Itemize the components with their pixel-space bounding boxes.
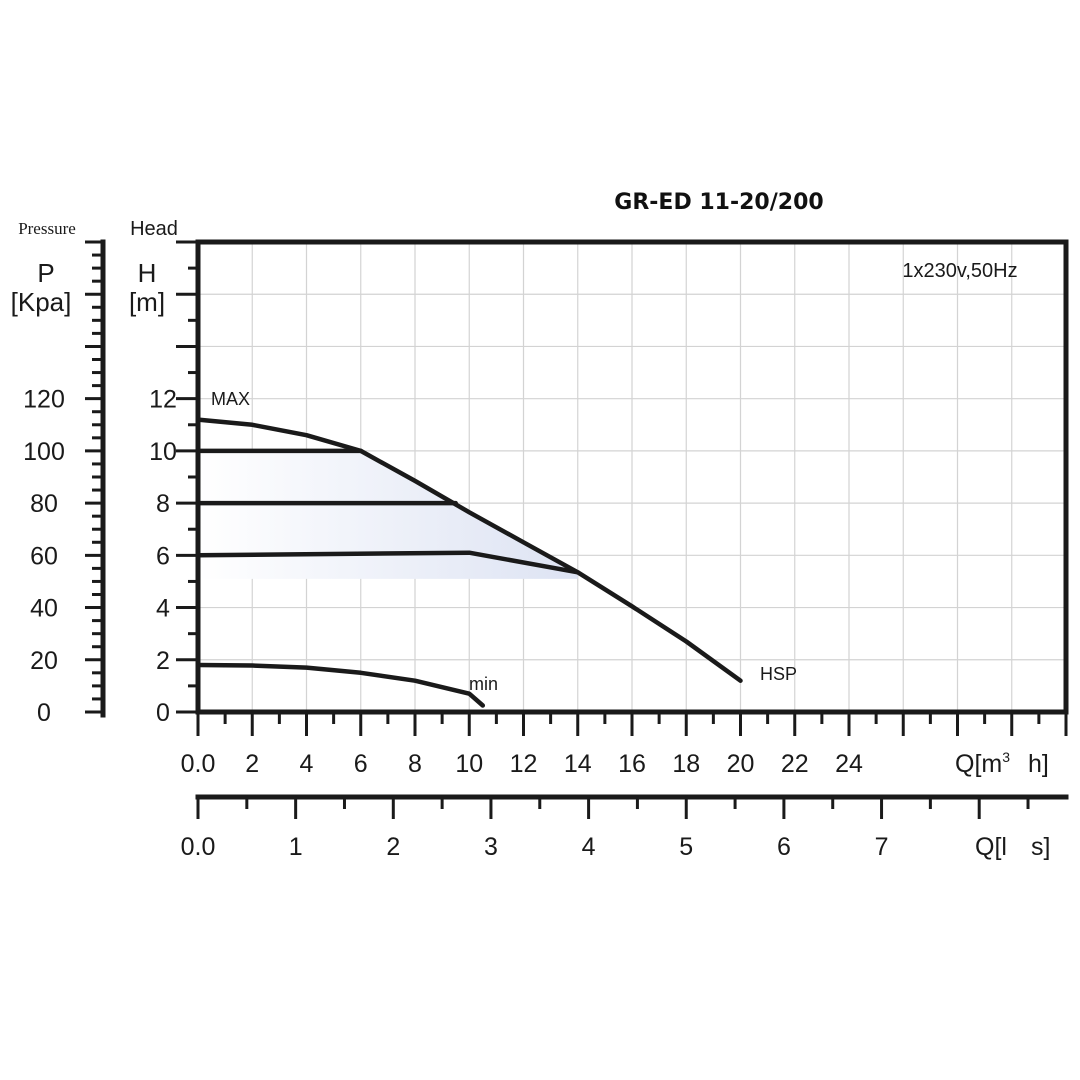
flow-m3h-tick-label: 18 [672, 750, 700, 778]
flow-ls-tick-label: 2 [386, 833, 400, 861]
head-tick-label: 0 [156, 699, 170, 727]
flow-m3h-tick-label: 8 [408, 750, 422, 778]
flow-ls-tick-label: 1 [289, 833, 303, 861]
head-caption: Head [130, 218, 178, 240]
flow-ls-tick-label: 4 [582, 833, 596, 861]
flow-ls-tick-label: 3 [484, 833, 498, 861]
flow-m3h-tick-label: 14 [564, 750, 592, 778]
flow-m3h-axis-label: Q[m3 h] [955, 749, 1049, 778]
pressure-unit: [Kpa] [11, 287, 72, 317]
min-curve [195, 662, 486, 708]
head-unit: [m] [129, 287, 165, 317]
flow-m3h-tick-label: 6 [354, 750, 368, 778]
flow-ls-tick-label: 6 [777, 833, 791, 861]
pressure-tick-label: 120 [23, 386, 65, 414]
pressure-tick-label: 80 [30, 490, 58, 518]
operating-region [198, 450, 578, 579]
pressure-tick-label: 0 [37, 699, 51, 727]
pressure-symbol: P [37, 258, 54, 288]
pressure-tick-label: 20 [30, 647, 58, 675]
flow-m3h-tick-label: 0.0 [181, 750, 216, 778]
pressure-caption: Pressure [18, 219, 76, 238]
hsp-label: HSP [760, 664, 797, 684]
flow-m3h-tick-label: 10 [455, 750, 483, 778]
flow-m3h-tick-label: 4 [300, 750, 314, 778]
flow-m3h-tick-label: 16 [618, 750, 646, 778]
flow-ls-axis-label: Q[l s] [975, 833, 1050, 861]
pump-curves [195, 417, 743, 708]
flow-m3h-tick-label: 24 [835, 750, 863, 778]
operating-region-fill [198, 450, 578, 579]
flow-m3h-tick-label: 22 [781, 750, 809, 778]
chart-title: GR-ED 11-20/200 [614, 190, 823, 215]
head-tick-label: 4 [156, 595, 170, 623]
constant-6m-line [195, 550, 581, 575]
flow-m3h-tick-label: 12 [510, 750, 538, 778]
head-tick-label: 10 [149, 438, 177, 466]
pressure-tick-label: 60 [30, 542, 58, 570]
flow-m3h-tick-label: 20 [727, 750, 755, 778]
head-symbol: H [138, 258, 157, 288]
flow-ls-tick-label: 0.0 [181, 833, 216, 861]
min-label: min [469, 674, 498, 694]
head-tick-label: 6 [156, 542, 170, 570]
flow-m3h-tick-label: 2 [245, 750, 259, 778]
supply-note: 1x230v,50Hz [902, 260, 1017, 282]
grid-lines [198, 242, 1066, 712]
max-curve [195, 417, 743, 683]
head-tick-label: 2 [156, 647, 170, 675]
max-label: MAX [211, 389, 250, 409]
axis-ticks [85, 240, 1068, 819]
flow-ls-tick-label: 7 [875, 833, 889, 861]
flow-ls-tick-label: 5 [679, 833, 693, 861]
pressure-tick-label: 100 [23, 438, 65, 466]
head-tick-label: 12 [149, 386, 177, 414]
pressure-tick-label: 40 [30, 595, 58, 623]
head-tick-label: 8 [156, 490, 170, 518]
